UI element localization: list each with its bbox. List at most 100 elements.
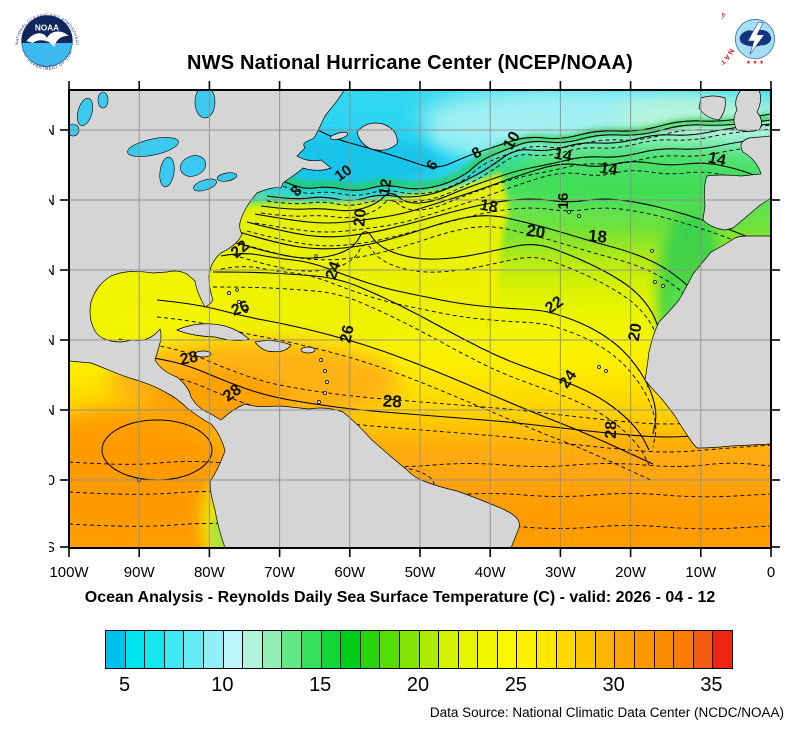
colorbar-cell: [243, 631, 263, 668]
colorbar-cell: [537, 631, 557, 668]
contour-label: 12: [376, 178, 396, 197]
land-masses: [69, 90, 771, 548]
x-axis-tick-label: 10W: [685, 564, 717, 581]
x-axis-tick-label: 20W: [615, 564, 647, 581]
land-cuba: [176, 323, 250, 341]
contour-label: 26: [229, 298, 252, 320]
colorbar-cell: [360, 631, 381, 668]
land-france-iberia: [702, 135, 771, 231]
contour-label: 14: [599, 160, 619, 179]
contour-label: 28: [603, 421, 621, 439]
contour-label: 14: [552, 145, 573, 165]
colorbar-cell: [145, 631, 165, 668]
colorbar-cell: [439, 631, 459, 668]
colorbar-cell: [262, 631, 283, 668]
lake-huron: [180, 155, 206, 177]
lake-superior: [127, 137, 179, 157]
map-caption: Ocean Analysis - Reynolds Daily Sea Surf…: [84, 589, 716, 606]
colorbar-cell: [458, 631, 479, 668]
axis-ticks: [60, 81, 780, 557]
land-africa: [644, 235, 771, 449]
colorbar-tick-label: 15: [309, 674, 332, 696]
graticule: [69, 90, 771, 548]
great-lakes: [69, 90, 238, 192]
colorbar-cell: [106, 631, 126, 668]
colorbar-cell: [282, 631, 302, 668]
colorbar-cell: [203, 631, 224, 668]
land-jamaica: [194, 350, 212, 358]
colorbar-tick-label: 20: [406, 674, 430, 696]
y-axis-tick-label: 10S: [49, 539, 55, 556]
contour-label: 28: [179, 348, 200, 368]
contour-label: 10: [500, 129, 524, 153]
contour-label: 14: [706, 149, 727, 169]
colorbar-cell: [615, 631, 636, 668]
contour-label: 18: [587, 226, 608, 247]
x-axis-tick-label: 80W: [194, 564, 226, 581]
colorbar-cell: [713, 631, 732, 668]
contour-label: 16: [555, 193, 572, 210]
colorbar-cell: [125, 631, 146, 668]
noaa-logo: NATIONAL OCEANIC AND ATMOSPHERIC ADMINIS…: [10, 4, 83, 77]
lake-erie: [193, 178, 217, 192]
lake-michigan: [159, 156, 175, 188]
nws-stars: ★ ★ ★: [746, 59, 764, 66]
colorbar-cell: [380, 631, 400, 668]
noaa-logo-sea: [21, 43, 73, 67]
colorbar-cell: [341, 631, 361, 668]
colorbar-tick-label: 5: [119, 674, 131, 696]
contour-label: 26: [337, 323, 357, 344]
land-anticosti: [329, 131, 349, 141]
map-frame: [68, 89, 772, 549]
colorbar-cell: [321, 631, 342, 668]
colorbar-cell: [399, 631, 420, 668]
x-axis-tick-label: 50W: [405, 564, 437, 581]
x-axis-tick-label: 60W: [334, 564, 366, 581]
contour-label: 24: [323, 259, 345, 281]
y-axis-labels: 50N 40N 30N 20N 10N 0 10S: [49, 122, 55, 556]
temperature-colorbar: [105, 630, 733, 669]
x-axis-tick-label: 30W: [545, 564, 577, 581]
x-axis-labels: 100W 90W 80W 70W 60W 50W 40W 30W 20W 10W 0: [49, 564, 775, 581]
colorbar-cell: [635, 631, 655, 668]
land-ireland: [698, 95, 726, 121]
noaa-gull-icon: [26, 31, 69, 48]
land-puerto-rico: [300, 346, 316, 354]
nws-logo: NATIONAL WEATHER SERVICE ★ ★ ★: [722, 6, 787, 72]
x-axis-tick-label: 90W: [124, 564, 156, 581]
colorbar-cell: [517, 631, 538, 668]
colorbar-cell: [184, 631, 204, 668]
data-source-note: Data Source: National Climatic Data Cent…: [429, 705, 784, 720]
y-axis-tick-label: 10N: [49, 402, 55, 419]
contour-label: 20: [626, 322, 646, 343]
colorbar-cell: [478, 631, 498, 668]
contour-label: 28: [382, 392, 402, 412]
lake-winnipeg: [77, 98, 93, 126]
x-axis-tick-label: 40W: [475, 564, 507, 581]
contour-label: 20: [525, 221, 546, 242]
colorbar-tick-label: 10: [211, 674, 234, 696]
y-axis-tick-label: 40N: [49, 192, 55, 209]
land-small-islands: [137, 210, 665, 482]
colorbar-cell: [223, 631, 244, 668]
contour-label: 20: [351, 208, 369, 227]
x-axis-tick-label: 100W: [49, 564, 89, 581]
northern-lake: [97, 91, 109, 109]
nws-lightning-icon: [747, 22, 765, 55]
james-bay: [194, 90, 216, 119]
colorbar-tick-label: 30: [602, 674, 625, 696]
colorbar-cell: [556, 631, 577, 668]
land-great-britain: [733, 90, 762, 132]
noaa-logo-text: NOAA: [35, 24, 59, 33]
colorbar-tick-label: 35: [700, 674, 723, 696]
y-axis-tick-label: 30N: [49, 262, 55, 279]
lake-ontario: [216, 172, 238, 182]
x-axis-tick-label: 70W: [264, 564, 296, 581]
contour-label: 10: [332, 162, 355, 185]
colorbar-tick-label: 25: [504, 674, 527, 696]
colorbar-cell: [497, 631, 518, 668]
land-hispaniola: [254, 340, 292, 353]
y-axis-tick-label: 50N: [49, 122, 55, 139]
colorbar-cell: [654, 631, 675, 668]
contour-lines: [69, 113, 771, 530]
